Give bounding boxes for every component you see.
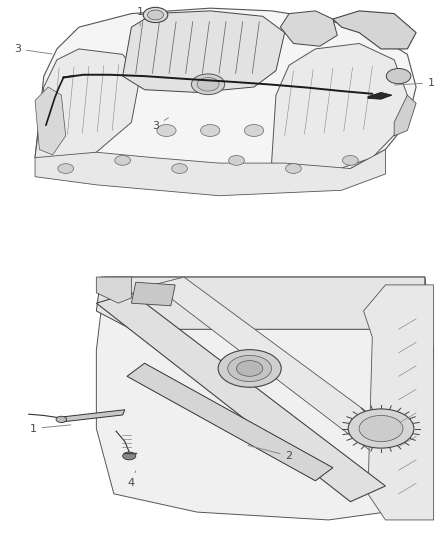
Polygon shape (280, 11, 337, 46)
Polygon shape (35, 49, 140, 168)
Circle shape (343, 156, 358, 165)
Text: 3: 3 (14, 44, 52, 54)
Polygon shape (35, 8, 416, 188)
Circle shape (172, 164, 187, 173)
Polygon shape (131, 282, 175, 306)
Polygon shape (96, 277, 425, 329)
Polygon shape (127, 364, 333, 481)
Polygon shape (35, 149, 385, 196)
Text: 1: 1 (137, 7, 144, 26)
Polygon shape (272, 44, 407, 174)
Circle shape (123, 452, 136, 460)
Polygon shape (394, 95, 416, 136)
Circle shape (115, 156, 131, 165)
Polygon shape (96, 293, 385, 502)
Circle shape (56, 416, 67, 423)
Circle shape (237, 361, 263, 376)
Circle shape (148, 10, 163, 20)
Text: 1: 1 (29, 424, 71, 433)
Circle shape (244, 125, 264, 136)
Polygon shape (61, 410, 125, 422)
Circle shape (359, 416, 403, 441)
Circle shape (229, 156, 244, 165)
Polygon shape (364, 285, 434, 520)
Polygon shape (153, 277, 425, 475)
Circle shape (157, 125, 176, 136)
Circle shape (348, 409, 414, 448)
Circle shape (286, 164, 301, 173)
Circle shape (228, 356, 272, 382)
Polygon shape (35, 87, 66, 155)
Circle shape (143, 7, 168, 22)
Circle shape (218, 350, 281, 387)
Circle shape (191, 74, 225, 94)
Circle shape (201, 125, 220, 136)
Circle shape (58, 164, 74, 173)
Polygon shape (333, 11, 416, 49)
Polygon shape (368, 92, 392, 99)
Text: 4: 4 (127, 471, 136, 488)
Circle shape (386, 69, 411, 84)
Circle shape (197, 77, 219, 91)
Polygon shape (123, 11, 285, 92)
Polygon shape (96, 277, 434, 520)
Polygon shape (96, 277, 131, 303)
Text: 3: 3 (152, 118, 169, 131)
Text: 1: 1 (395, 78, 435, 88)
Text: 2: 2 (248, 446, 293, 461)
